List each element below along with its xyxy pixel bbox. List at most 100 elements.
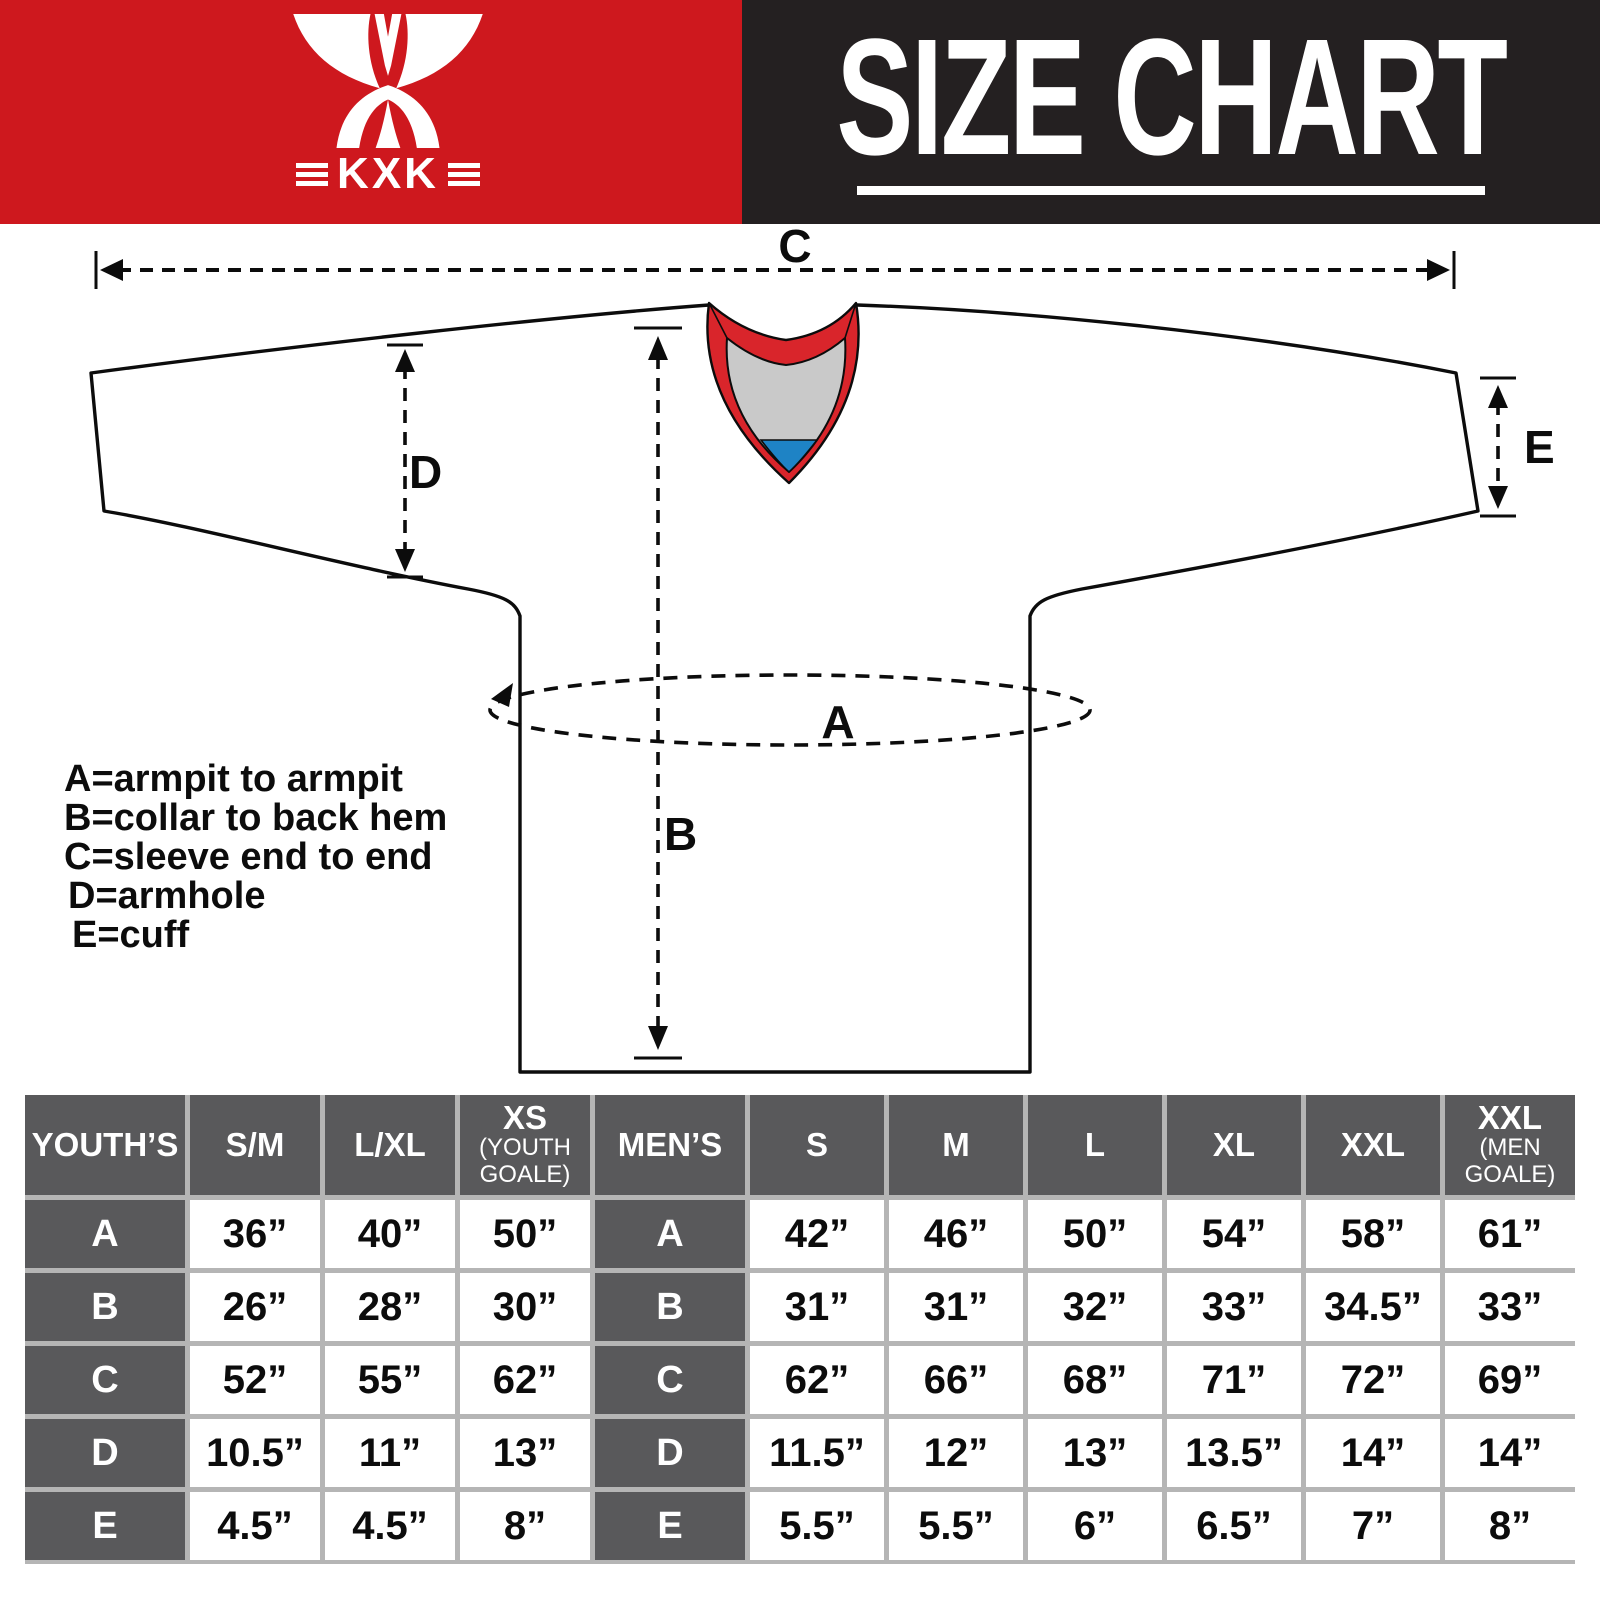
cell-men-b-xxlg: 33” — [1445, 1273, 1575, 1341]
row-label-men-a: A — [595, 1200, 745, 1268]
row-label-youth-c: C — [25, 1346, 185, 1414]
row-label-youth-e: E — [25, 1492, 185, 1560]
col-header-xs-youth-goalie: XS (YOUTH GOALE) — [460, 1095, 590, 1195]
cell-men-d-l: 13” — [1028, 1419, 1162, 1487]
col-header-s: S — [750, 1095, 884, 1195]
collar — [706, 301, 860, 485]
col-header-sm: S/M — [190, 1095, 320, 1195]
col-header-label: M — [942, 1125, 970, 1163]
measure-d-label: D — [409, 446, 442, 498]
cell-youth-c-xs: 62” — [460, 1346, 590, 1414]
col-header-label: L — [1084, 1125, 1106, 1163]
measure-b — [634, 326, 682, 1060]
measure-a-label: A — [821, 696, 854, 748]
legend-line-b: B=collar to back hem — [64, 797, 447, 839]
size-table: YOUTH’S S/M L/XL XS (YOUTH GOALE) MEN’S … — [25, 1095, 1575, 1564]
brand-name: KXK — [337, 149, 439, 198]
brand-panel: KXK — [0, 0, 742, 224]
measure-c-arrow-right — [1427, 259, 1450, 281]
col-header-label: YOUTH’S — [31, 1125, 179, 1163]
cell-youth-b-lxl: 28” — [325, 1273, 455, 1341]
col-header-lxl: L/XL — [325, 1095, 455, 1195]
logo-center-wedge — [375, 99, 401, 148]
col-header-l: L — [1028, 1095, 1162, 1195]
logo-wing-right — [396, 14, 483, 89]
measure-e — [1480, 376, 1516, 518]
cell-men-b-l: 32” — [1028, 1273, 1162, 1341]
col-header-xl: XL — [1167, 1095, 1301, 1195]
page-title: SIZE CHART — [836, 4, 1508, 190]
measure-e-arrow-up — [1488, 385, 1508, 408]
jersey-outline — [89, 303, 1480, 1074]
measure-b-label: B — [664, 808, 697, 860]
measure-a-arrowhead — [491, 683, 513, 707]
cell-men-a-xxlg: 61” — [1445, 1200, 1575, 1268]
col-header-label: S/M — [225, 1125, 285, 1163]
title-panel: SIZE CHART — [742, 0, 1600, 224]
logo-center-v — [374, 14, 402, 76]
cell-men-b-s: 31” — [750, 1273, 884, 1341]
measure-a — [488, 673, 1092, 747]
cell-youth-d-xs: 13” — [460, 1419, 590, 1487]
cell-men-d-s: 11.5” — [750, 1419, 884, 1487]
measure-b-arrow-up — [648, 336, 668, 360]
row-label-youth-d: D — [25, 1419, 185, 1487]
cell-men-c-m: 66” — [889, 1346, 1023, 1414]
legend-line-d: D=armhole — [68, 875, 265, 917]
col-header-label: MEN’S — [617, 1125, 723, 1163]
collar-seam-left — [708, 302, 728, 339]
measure-d — [387, 343, 423, 579]
cell-youth-e-lxl: 4.5” — [325, 1492, 455, 1560]
cell-youth-d-lxl: 11” — [325, 1419, 455, 1487]
cell-youth-d-sm: 10.5” — [190, 1419, 320, 1487]
cell-men-b-xl: 33” — [1167, 1273, 1301, 1341]
collar-lining — [725, 337, 847, 473]
logo-wing-left — [293, 14, 380, 89]
col-header-label: S — [805, 1125, 828, 1163]
logo-arch — [336, 85, 440, 148]
col-header-label: XXL — [1477, 1098, 1543, 1136]
row-label-men-d: D — [595, 1419, 745, 1487]
cell-youth-a-lxl: 40” — [325, 1200, 455, 1268]
col-header-label: XL — [1212, 1125, 1256, 1163]
cell-youth-a-xs: 50” — [460, 1200, 590, 1268]
cell-men-d-xl: 13.5” — [1167, 1419, 1301, 1487]
col-header-m: M — [889, 1095, 1023, 1195]
cell-youth-e-sm: 4.5” — [190, 1492, 320, 1560]
row-label-youth-a: A — [25, 1200, 185, 1268]
measure-d-arrow-down — [395, 549, 415, 572]
kxk-logo-icon — [293, 14, 483, 148]
legend-line-c: C=sleeve end to end — [64, 836, 433, 878]
cell-men-a-m: 46” — [889, 1200, 1023, 1268]
cell-youth-a-sm: 36” — [190, 1200, 320, 1268]
col-header-youths: YOUTH’S — [25, 1095, 185, 1195]
cell-men-c-s: 62” — [750, 1346, 884, 1414]
cell-men-e-l: 6” — [1028, 1492, 1162, 1560]
measure-c-label: C — [778, 220, 811, 272]
legend-line-e: E=cuff — [72, 914, 190, 956]
cell-youth-c-sm: 52” — [190, 1346, 320, 1414]
cell-men-c-xxl: 72” — [1306, 1346, 1440, 1414]
row-label-men-c: C — [595, 1346, 745, 1414]
page-header: KXK SIZE CHART — [0, 0, 1600, 224]
kxk-logo: KXK — [285, 14, 491, 196]
collar-seam-right — [844, 302, 857, 339]
measure-b-arrow-down — [648, 1026, 668, 1050]
col-header-label: XXL — [1340, 1125, 1406, 1163]
cell-youth-b-xs: 30” — [460, 1273, 590, 1341]
cell-men-b-xxl: 34.5” — [1306, 1273, 1440, 1341]
legend-line-a: A=armpit to armpit — [64, 758, 403, 800]
row-label-men-e: E — [595, 1492, 745, 1560]
cell-men-c-l: 68” — [1028, 1346, 1162, 1414]
row-label-youth-b: B — [25, 1273, 185, 1341]
cell-men-a-s: 42” — [750, 1200, 884, 1268]
col-header-label: XS — [502, 1098, 548, 1136]
row-label-men-b: B — [595, 1273, 745, 1341]
cell-men-c-xl: 71” — [1167, 1346, 1301, 1414]
cell-men-e-xl: 6.5” — [1167, 1492, 1301, 1560]
measure-e-label: E — [1524, 421, 1555, 473]
col-header-mens: MEN’S — [595, 1095, 745, 1195]
measurement-legend: A=armpit to armpit B=collar to back hem … — [64, 758, 447, 956]
measure-c-arrow-left — [100, 259, 123, 281]
